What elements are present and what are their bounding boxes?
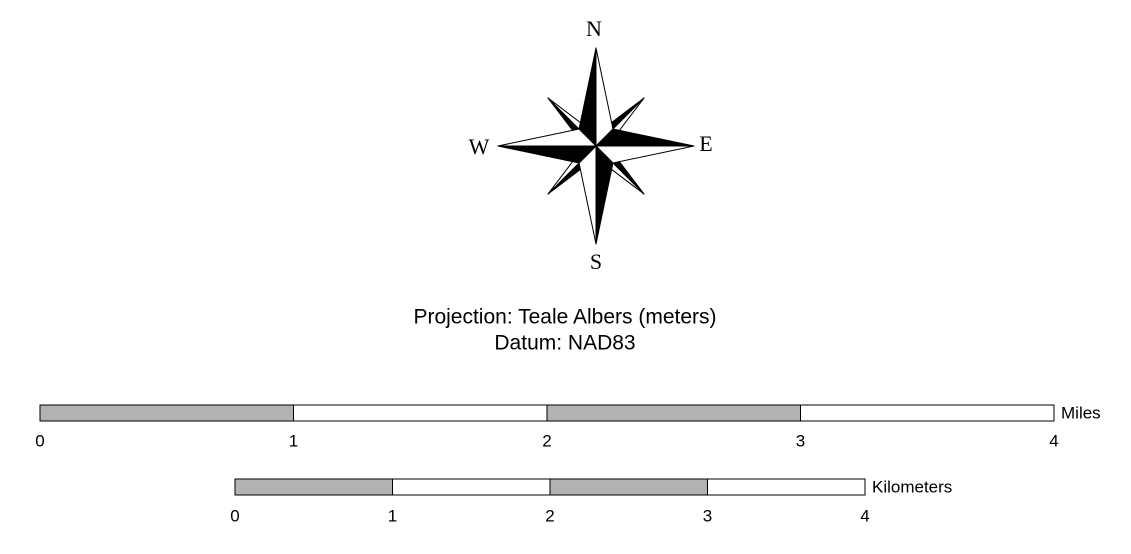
north-label: N: [586, 16, 602, 41]
scale-segment: [707, 478, 866, 496]
south-label: S: [590, 249, 602, 274]
scale-tick-label: 4: [1049, 431, 1058, 450]
rose-point: [497, 128, 597, 147]
scale-tick-label: 1: [289, 431, 298, 450]
scale-tick-label: 1: [388, 506, 397, 525]
scale-tick-label: 0: [35, 431, 44, 450]
rose-point: [595, 128, 695, 147]
east-label: E: [699, 131, 712, 156]
scale-tick-label: 3: [796, 431, 805, 450]
scale-tick-label: 4: [860, 506, 869, 525]
scale-tick-label: 0: [230, 506, 239, 525]
scale-segment: [392, 478, 551, 496]
scale-tick-label: 2: [542, 431, 551, 450]
datum-text: Datum: NAD83: [494, 332, 635, 355]
scale-unit: Miles: [1061, 403, 1101, 422]
scale-tick-label: 2: [545, 506, 554, 525]
projection-text: Projection: Teale Albers (meters): [413, 306, 716, 329]
scale-segment: [549, 478, 708, 496]
rose-point: [595, 145, 614, 245]
scale-segment: [39, 404, 294, 422]
compass-rose: [497, 47, 695, 245]
west-label: W: [469, 134, 490, 159]
scale-segment: [546, 404, 801, 422]
scale-segment: [800, 404, 1055, 422]
scale-segment: [234, 478, 393, 496]
scale-segment: [293, 404, 548, 422]
scale-unit: Kilometers: [872, 477, 952, 496]
rose-point: [497, 145, 597, 164]
scale-tick-label: 3: [703, 506, 712, 525]
